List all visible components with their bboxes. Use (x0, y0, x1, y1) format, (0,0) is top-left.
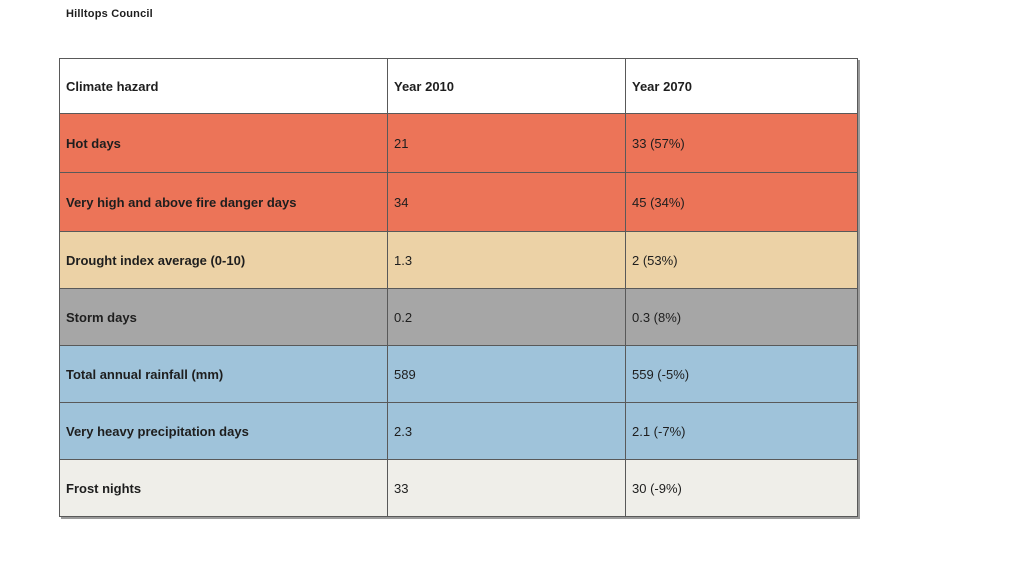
row-label: Drought index average (0-10) (59, 231, 388, 289)
value-year-2070: 45 (34%) (625, 172, 858, 232)
value-year-2010: 21 (387, 113, 626, 173)
value-year-2070: 0.3 (8%) (625, 288, 858, 346)
value-year-2010: 0.2 (387, 288, 626, 346)
value-year-2010: 33 (387, 459, 626, 517)
table-row-frost-nights: Frost nights 33 30 (-9%) (59, 459, 858, 517)
value-year-2070: 30 (-9%) (625, 459, 858, 517)
value-year-2070: 2.1 (-7%) (625, 402, 858, 460)
table-row-fire-danger-days: Very high and above fire danger days 34 … (59, 172, 858, 232)
table-row-heavy-precipitation-days: Very heavy precipitation days 2.3 2.1 (-… (59, 402, 858, 460)
row-label: Very high and above fire danger days (59, 172, 388, 232)
col-header-year-2010: Year 2010 (387, 58, 626, 114)
value-year-2070: 559 (-5%) (625, 345, 858, 403)
value-year-2070: 2 (53%) (625, 231, 858, 289)
value-year-2010: 1.3 (387, 231, 626, 289)
value-year-2070: 33 (57%) (625, 113, 858, 173)
table-row-storm-days: Storm days 0.2 0.3 (8%) (59, 288, 858, 346)
climate-hazard-table: Climate hazard Year 2010 Year 2070 Hot d… (59, 58, 858, 517)
row-label: Frost nights (59, 459, 388, 517)
col-header-year-2070: Year 2070 (625, 58, 858, 114)
header-row: Climate hazard Year 2010 Year 2070 (59, 58, 858, 114)
value-year-2010: 589 (387, 345, 626, 403)
page-title: Hilltops Council (66, 8, 153, 20)
row-label: Hot days (59, 113, 388, 173)
row-label: Total annual rainfall (mm) (59, 345, 388, 403)
row-label: Storm days (59, 288, 388, 346)
table-row-hot-days: Hot days 21 33 (57%) (59, 113, 858, 173)
value-year-2010: 2.3 (387, 402, 626, 460)
table-row-total-annual-rainfall: Total annual rainfall (mm) 589 559 (-5%) (59, 345, 858, 403)
row-label: Very heavy precipitation days (59, 402, 388, 460)
value-year-2010: 34 (387, 172, 626, 232)
table-row-drought-index: Drought index average (0-10) 1.3 2 (53%) (59, 231, 858, 289)
col-header-climate-hazard: Climate hazard (59, 58, 388, 114)
